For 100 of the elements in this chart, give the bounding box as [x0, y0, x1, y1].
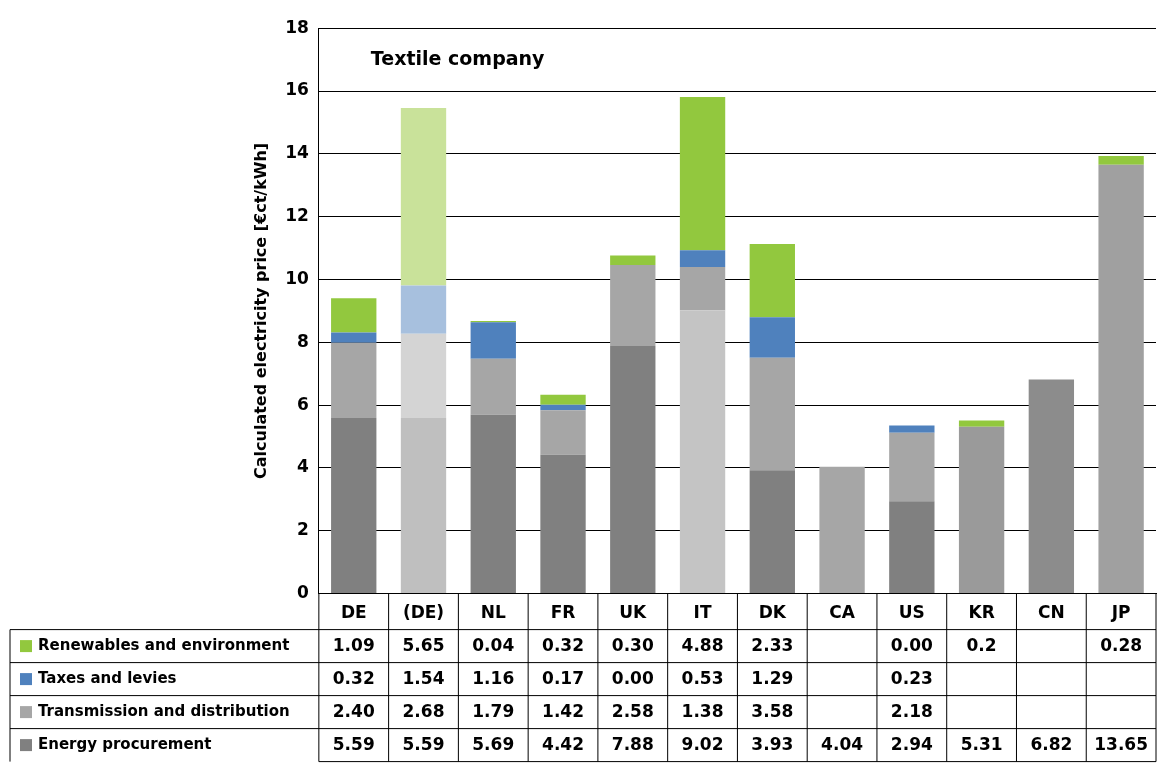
- bar: [679, 310, 726, 594]
- bar: [679, 266, 726, 311]
- data-label: 5.69: [472, 733, 515, 754]
- bar: [889, 432, 935, 502]
- bar: [749, 317, 795, 358]
- data-label: 2.58: [611, 700, 654, 721]
- bar: [400, 333, 447, 419]
- bar: [331, 342, 377, 419]
- bar: [331, 332, 377, 343]
- x-tick-label: NL: [480, 602, 506, 623]
- data-label: 0.17: [542, 667, 584, 688]
- data-label: 0.23: [890, 667, 933, 688]
- x-tick-label: KR: [968, 602, 995, 623]
- bar: [1098, 156, 1144, 165]
- data-label: 1.38: [681, 700, 724, 721]
- data-label: 4.04: [821, 733, 864, 754]
- legend-label: Taxes and levies: [38, 668, 177, 687]
- data-label: 3.93: [751, 733, 794, 754]
- data-label: 5.59: [402, 733, 445, 754]
- data-label: 0.53: [681, 667, 724, 688]
- y-axis-title: Calculated electricity price [€ct/kWh]: [250, 142, 270, 479]
- bar: [331, 298, 377, 333]
- y-tick-label: 18: [285, 16, 309, 37]
- data-label: 4.42: [542, 733, 584, 754]
- y-tick-label: 14: [285, 142, 310, 163]
- bar: [889, 501, 935, 594]
- bar: [540, 410, 586, 455]
- bar: [400, 107, 447, 286]
- data-label: 0.32: [542, 634, 584, 655]
- x-tick-label: US: [898, 602, 925, 623]
- bar: [610, 265, 656, 347]
- data-label: 0.00: [890, 634, 933, 655]
- bar: [470, 322, 516, 359]
- x-tick-label: FR: [550, 602, 576, 623]
- data-label: 13.65: [1094, 733, 1149, 754]
- data-label: 7.88: [611, 733, 654, 754]
- data-label: 1.42: [542, 700, 584, 721]
- y-tick-label: 8: [297, 330, 309, 351]
- bar: [679, 96, 726, 251]
- x-tick-label: JP: [1110, 602, 1131, 623]
- y-tick-label: 2: [297, 519, 309, 540]
- bar: [540, 404, 586, 411]
- bar: [958, 426, 1005, 594]
- x-tick-label: DE: [340, 602, 367, 623]
- x-tick-label: CA: [829, 602, 856, 623]
- x-tick-label: DK: [758, 602, 787, 623]
- data-label: 5.65: [402, 634, 445, 655]
- legend-label: Energy procurement: [38, 734, 212, 753]
- data-label: 2.68: [402, 700, 445, 721]
- bar: [610, 255, 656, 266]
- bar: [610, 346, 656, 594]
- x-tick-label: (DE): [402, 602, 445, 623]
- data-label: 5.59: [332, 733, 375, 754]
- y-tick-label: 16: [285, 79, 309, 100]
- data-label: 9.02: [681, 733, 724, 754]
- data-label: 0.28: [1100, 634, 1143, 655]
- bar: [749, 357, 795, 471]
- x-tick-label: UK: [619, 602, 648, 623]
- bar: [1098, 164, 1144, 594]
- bar: [470, 414, 516, 594]
- bar: [331, 418, 377, 594]
- data-label: 1.16: [472, 667, 515, 688]
- data-label: 3.58: [751, 700, 794, 721]
- legend-label: Renewables and environment: [38, 635, 290, 654]
- data-label: 2.33: [751, 634, 794, 655]
- data-label: 0.00: [611, 667, 654, 688]
- bar: [889, 425, 935, 433]
- y-tick-label: 0: [297, 582, 310, 603]
- y-tick-label: 6: [297, 393, 309, 414]
- data-label: 1.29: [751, 667, 794, 688]
- bar: [749, 470, 795, 594]
- bar: [958, 420, 1005, 427]
- bar: [1028, 379, 1075, 594]
- data-label: 0.30: [611, 634, 654, 655]
- data-label: 2.18: [890, 700, 933, 721]
- legend-label: Transmission and distribution: [38, 701, 290, 720]
- bar: [540, 394, 586, 405]
- data-label: 5.31: [960, 733, 1003, 754]
- bar: [400, 418, 447, 594]
- x-tick-label: CN: [1038, 602, 1065, 623]
- data-label: 1.54: [402, 667, 445, 688]
- data-label: 0.04: [472, 634, 515, 655]
- bar: [400, 285, 447, 334]
- x-tick-label: IT: [693, 602, 712, 623]
- bar: [540, 454, 586, 594]
- y-tick-label: 4: [297, 456, 310, 477]
- text: Textile company: [370, 47, 546, 70]
- data-label: 1.79: [472, 700, 515, 721]
- data-label: 0.2: [966, 634, 997, 655]
- data-label: 2.94: [890, 733, 933, 754]
- data-label: 1.09: [332, 634, 375, 655]
- data-label: 0.32: [332, 667, 375, 688]
- bar: [679, 250, 726, 267]
- data-label: 4.88: [681, 634, 724, 655]
- data-label: 2.40: [332, 700, 375, 721]
- data-label: 6.82: [1030, 733, 1073, 754]
- y-tick-label: 10: [285, 267, 310, 288]
- bar: [470, 358, 516, 415]
- bar: [749, 243, 795, 318]
- y-tick-label: 12: [285, 205, 309, 226]
